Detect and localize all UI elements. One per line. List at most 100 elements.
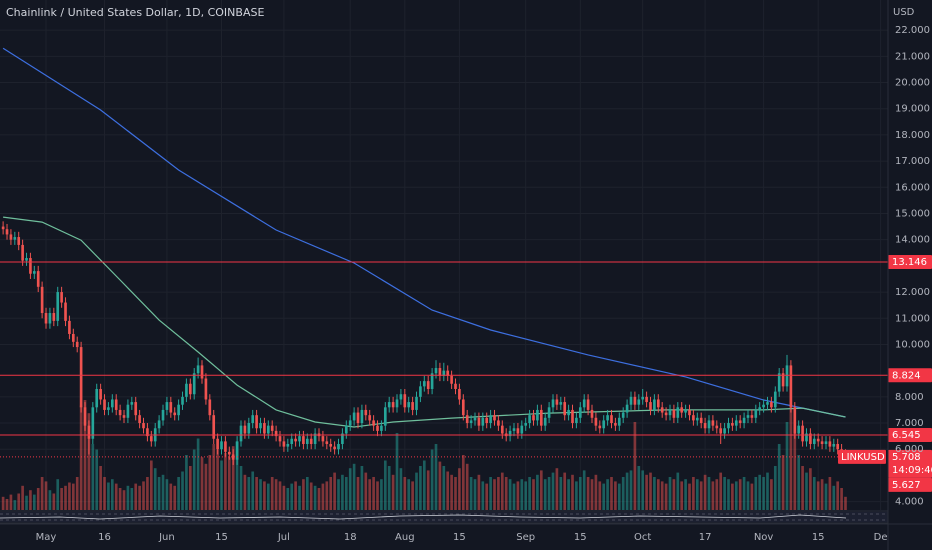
volume-bar [356,477,360,510]
volume-bar [95,449,99,510]
candle-body [575,417,578,424]
volume-bar [266,483,270,510]
candle-body [68,320,71,334]
volume-bar [391,474,395,510]
volume-bar [656,479,660,510]
volume-bar [461,455,465,510]
candle-body [352,412,356,421]
volume-bar [259,479,262,510]
volume-bar [235,441,239,510]
candle-body [200,365,204,379]
candle-body [376,425,379,431]
volume-bar [539,470,543,510]
volume-bar [376,481,379,510]
candle-body [290,438,294,444]
volume-bar [60,488,63,510]
volume-bar [660,481,664,510]
candle-body [602,420,606,429]
candle-body [5,229,9,235]
volume-bar [614,481,617,510]
volume-bar [465,463,469,510]
candle-body [645,396,648,403]
volume-bar [824,483,828,510]
volume-bar [56,479,60,510]
volume-bar [91,444,95,510]
y-tick-label: 8.000 [895,392,924,403]
candle-body [516,428,520,434]
candle-body [458,388,461,400]
candle-body [473,417,477,421]
candle-body [325,441,329,444]
volume-bar [192,449,196,510]
volume-bar [399,468,403,510]
y-tick-label: 6.000 [895,444,924,455]
volume-bar [341,474,344,510]
volume-bar [110,479,114,510]
candle-body [477,417,481,426]
volume-bar [290,483,294,510]
candle-body [610,415,613,424]
volume-bar [255,477,258,510]
level-label: 6.545 [892,430,921,441]
candle-body [785,365,789,387]
volume-bar [196,438,200,510]
candle-body [161,409,165,421]
candle-body [770,402,773,408]
candle-body [664,412,668,416]
candle-body [485,417,489,424]
candle-body [419,386,422,397]
candle-body [282,441,286,447]
level-label: 8.824 [892,370,921,381]
volume-bar [575,481,578,510]
candle-body [243,425,247,434]
candle-body [512,428,516,431]
candle-body [816,438,820,442]
volume-bar [278,481,282,510]
x-tick-label: 15 [453,532,466,543]
volume-bar [122,490,126,510]
candle-body [539,409,543,426]
volume-bar [551,472,555,510]
volume-bar [298,485,301,510]
candle-body [169,402,173,413]
x-tick-label: Sep [516,532,535,543]
candle-body [64,302,67,321]
volume-bar [383,460,387,510]
candle-body [489,415,492,424]
volume-bar [649,472,652,510]
symbol-label: LINKUSD [841,452,885,463]
candle-body [348,420,352,426]
volume-bar [243,474,247,510]
candle-body [578,407,582,418]
candle-body [192,373,196,395]
volume-bar [407,479,411,510]
y-tick-label: 14.000 [895,235,930,246]
volume-bar [559,477,563,510]
candle-body [259,423,262,429]
volume-bar [688,483,691,510]
candle-body [114,399,118,410]
volume-bar [294,481,297,510]
candle-body [302,436,305,444]
volume-bar [329,477,333,510]
volume-bar [270,477,274,510]
candle-body [430,373,434,389]
volume-bar [40,477,44,510]
volume-bar [220,460,223,510]
volume-bar [25,495,28,510]
volume-bar [227,457,231,510]
candle-body [454,383,457,389]
candle-body [110,399,114,408]
candle-body [309,438,313,444]
volume-bar [489,477,492,510]
candle-body [360,409,364,424]
volume-bar [344,477,348,510]
volume-bar [582,470,586,510]
y-tick-label: 21.000 [895,51,930,62]
volume-bar [606,479,609,510]
volume-bar [621,477,625,510]
volume-bar [497,477,500,510]
volume-bar [567,479,570,510]
candle-body [130,402,134,405]
